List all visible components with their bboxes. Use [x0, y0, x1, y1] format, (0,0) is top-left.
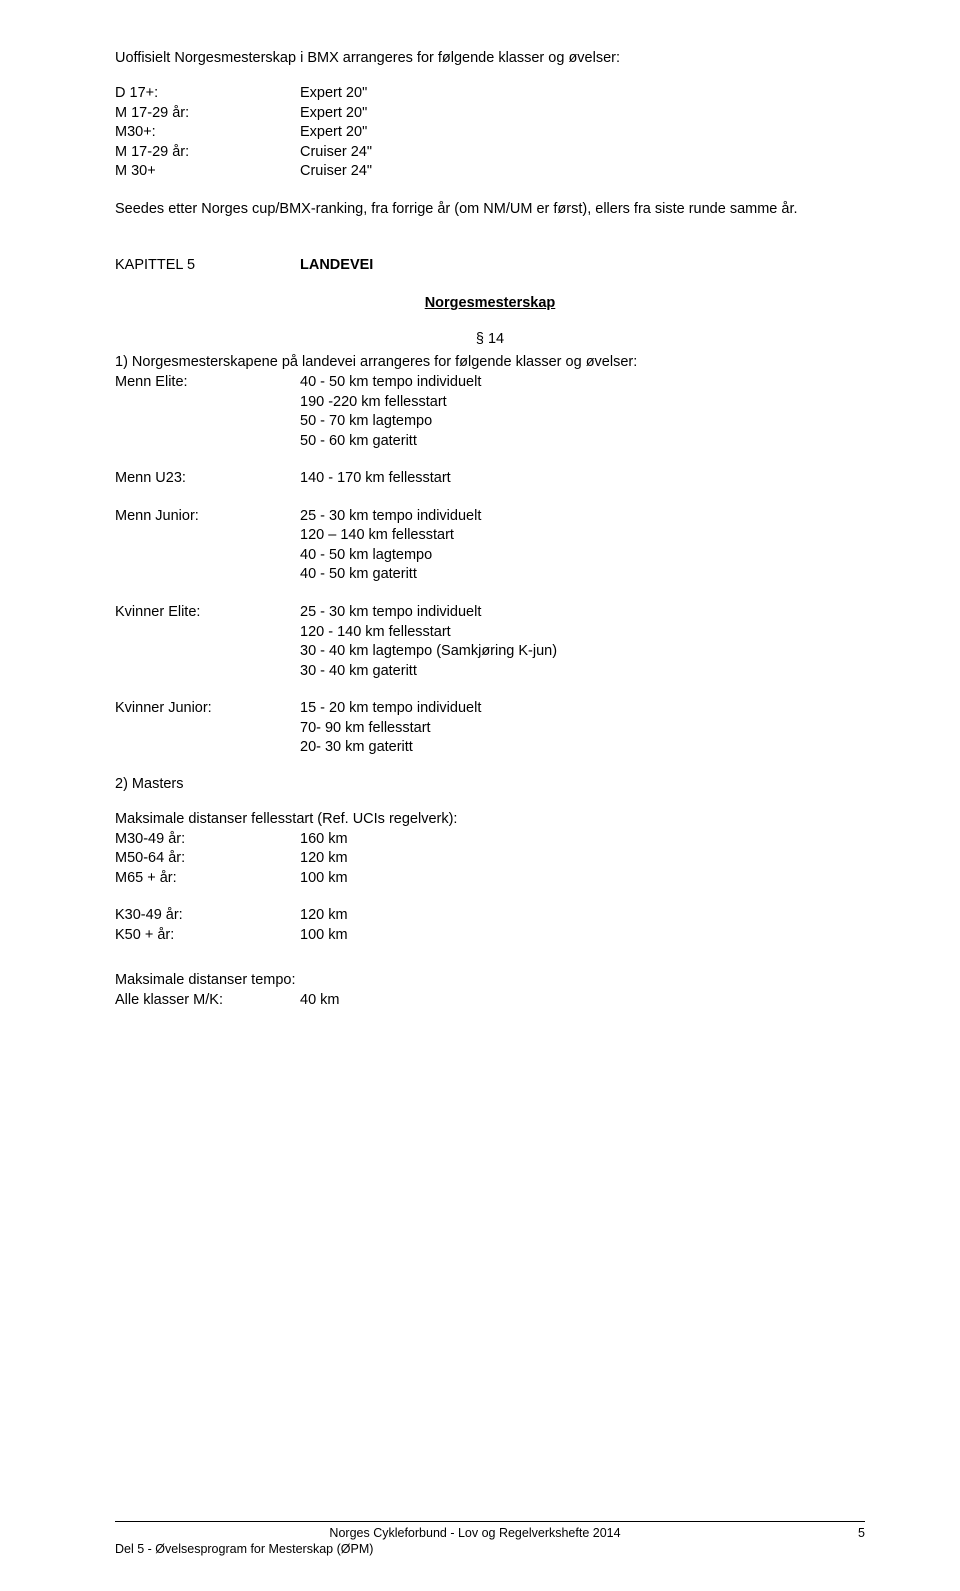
kvinner-elite-line: 30 - 40 km lagtempo (Samkjøring K-jun) [300, 642, 865, 662]
menn-junior-line: 120 – 140 km fellesstart [300, 526, 865, 546]
menn-u23-block: Menn U23: 140 - 170 km fellesstart [115, 469, 865, 489]
tempo-header: Maksimale distanser tempo: [115, 971, 865, 991]
tempo-row-label: Alle klasser M/K: [115, 991, 300, 1011]
landevei-intro-text: 1) Norgesmesterskapene på landevei arran… [115, 353, 865, 373]
menn-elite-line: 50 - 60 km gateritt [300, 432, 865, 452]
page-number: 5 [835, 1525, 865, 1558]
felles-row-value: 120 km [300, 849, 348, 869]
bmx-class-value: Expert 20" [300, 84, 865, 104]
menn-junior-block: Menn Junior: 25 - 30 km tempo individuel… [115, 507, 865, 585]
section-title: Norgesmesterskap [115, 295, 865, 311]
seedes-paragraph: Seedes etter Norges cup/BMX-ranking, fra… [115, 200, 865, 220]
felles-row-label: M30-49 år: [115, 830, 300, 850]
bmx-class-label: M 17-29 år: [115, 143, 300, 163]
felles-row-label: M65 + år: [115, 869, 300, 889]
kvinner-junior-line: 70- 90 km fellesstart [300, 719, 865, 739]
bmx-class-value: Expert 20" [300, 104, 865, 124]
chapter-title: LANDEVEI [300, 257, 373, 273]
menn-elite-label: Menn Elite: [115, 373, 300, 393]
menn-u23-line: 140 - 170 km fellesstart [300, 469, 451, 489]
menn-u23-label: Menn U23: [115, 469, 300, 489]
bmx-class-value: Cruiser 24" [300, 143, 865, 163]
bmx-class-value: Cruiser 24" [300, 162, 865, 182]
bmx-class-label: M 17-29 år: [115, 104, 300, 124]
menn-junior-line: 25 - 30 km tempo individuelt [300, 507, 481, 527]
tempo-block: Maksimale distanser tempo: Alle klasser … [115, 971, 865, 1010]
k-rows-block: K30-49 år: 120 km K50 + år: 100 km [115, 906, 865, 945]
landevei-intro-block: 1) Norgesmesterskapene på landevei arran… [115, 353, 865, 451]
k-row-value: 120 km [300, 906, 348, 926]
fellesstart-block: Maksimale distanser fellesstart (Ref. UC… [115, 810, 865, 888]
section-symbol: § 14 [115, 331, 865, 347]
felles-row-value: 160 km [300, 830, 348, 850]
intro-text: Uoffisielt Norgesmesterskap i BMX arrang… [115, 50, 865, 66]
bmx-classes-table: D 17+: M 17-29 år: M30+: M 17-29 år: M 3… [115, 84, 865, 182]
k-row-label: K50 + år: [115, 926, 300, 946]
chapter-heading: KAPITTEL 5 LANDEVEI [115, 257, 865, 273]
felles-row-value: 100 km [300, 869, 348, 889]
menn-elite-line: 50 - 70 km lagtempo [300, 412, 865, 432]
kvinner-junior-line: 20- 30 km gateritt [300, 738, 865, 758]
bmx-class-label: M 30+ [115, 162, 300, 182]
kvinner-elite-line: 120 - 140 km fellesstart [300, 623, 865, 643]
fellesstart-header: Maksimale distanser fellesstart (Ref. UC… [115, 810, 865, 830]
kvinner-elite-label: Kvinner Elite: [115, 603, 300, 623]
bmx-class-label: D 17+: [115, 84, 300, 104]
k-row-label: K30-49 år: [115, 906, 300, 926]
menn-elite-line: 190 -220 km fellesstart [300, 393, 865, 413]
kvinner-junior-line: 15 - 20 km tempo individuelt [300, 699, 481, 719]
kvinner-junior-block: Kvinner Junior: 15 - 20 km tempo individ… [115, 699, 865, 758]
masters-label: 2) Masters [115, 776, 865, 792]
chapter-label: KAPITTEL 5 [115, 257, 300, 273]
kvinner-elite-line: 25 - 30 km tempo individuelt [300, 603, 481, 623]
tempo-row-value: 40 km [300, 991, 340, 1011]
felles-row-label: M50-64 år: [115, 849, 300, 869]
kvinner-elite-block: Kvinner Elite: 25 - 30 km tempo individu… [115, 603, 865, 681]
menn-elite-line: 40 - 50 km tempo individuelt [300, 373, 481, 393]
k-row-value: 100 km [300, 926, 348, 946]
menn-junior-line: 40 - 50 km gateritt [300, 565, 865, 585]
footer-line-1: Norges Cykleforbund - Lov og Regelverksh… [115, 1525, 835, 1541]
page-footer: Norges Cykleforbund - Lov og Regelverksh… [115, 1521, 865, 1558]
kvinner-elite-line: 30 - 40 km gateritt [300, 662, 865, 682]
page: Uoffisielt Norgesmesterskap i BMX arrang… [0, 0, 960, 1591]
menn-junior-label: Menn Junior: [115, 507, 300, 527]
kvinner-junior-label: Kvinner Junior: [115, 699, 300, 719]
bmx-class-value: Expert 20" [300, 123, 865, 143]
footer-rule [115, 1521, 865, 1522]
footer-line-2: Del 5 - Øvelsesprogram for Mesterskap (Ø… [115, 1541, 835, 1557]
menn-junior-line: 40 - 50 km lagtempo [300, 546, 865, 566]
bmx-class-label: M30+: [115, 123, 300, 143]
